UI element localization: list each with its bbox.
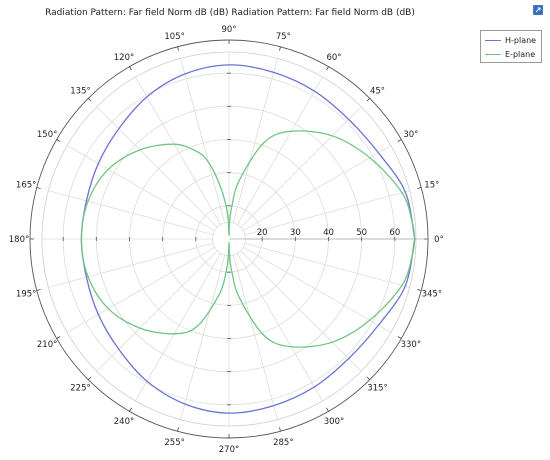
grid-spoke: [66, 246, 215, 333]
angle-tick: [56, 139, 61, 142]
angle-label: 330°: [401, 340, 421, 350]
angle-tick: [88, 376, 92, 380]
angle-label: 165°: [16, 181, 36, 191]
angle-tick: [417, 289, 422, 291]
grid-spoke: [48, 242, 214, 288]
angle-tick: [326, 407, 329, 412]
grid-spoke: [240, 106, 362, 228]
grid-spoke: [96, 106, 218, 228]
radial-tick-label: 60: [389, 228, 400, 238]
angle-tick: [366, 376, 370, 380]
angle-label: 345°: [422, 289, 442, 299]
angle-label: 300°: [324, 417, 344, 427]
angle-tick: [56, 336, 61, 339]
angle-label: 30°: [403, 130, 418, 140]
grid-spoke: [180, 58, 226, 224]
grid-spoke: [96, 250, 218, 372]
angle-label: 195°: [16, 289, 36, 299]
export-icon[interactable]: [533, 5, 543, 15]
legend-swatch-h-plane: [485, 39, 501, 41]
angle-label: 120°: [114, 53, 134, 63]
angle-label: 0°: [434, 235, 444, 245]
legend-item-e-plane: E-plane: [485, 48, 535, 60]
radial-tick-label: 40: [323, 228, 334, 238]
angle-tick: [88, 98, 92, 102]
angle-label: 270°: [219, 445, 239, 455]
angle-label: 105°: [164, 32, 184, 42]
angle-tick: [36, 289, 41, 291]
angle-label: 15°: [424, 181, 439, 191]
grid-spoke: [243, 246, 392, 333]
angle-tick: [129, 66, 132, 71]
angle-tick: [366, 98, 370, 102]
legend-item-h-plane: H-plane: [485, 34, 536, 46]
angle-tick: [36, 187, 41, 189]
chart-title: Radiation Pattern: Far field Norm dB (dB…: [45, 8, 415, 18]
grid-spoke: [232, 58, 278, 224]
grid-spoke: [243, 145, 392, 232]
angle-label: 210°: [37, 340, 57, 350]
grid-spoke: [232, 254, 278, 420]
radial-tick-label: 20: [257, 228, 268, 238]
angle-tick: [279, 427, 281, 432]
angle-tick: [326, 66, 329, 71]
angle-label: 225°: [70, 383, 90, 393]
angle-label: 255°: [164, 438, 184, 448]
angle-label: 315°: [367, 383, 387, 393]
angle-tick: [129, 407, 132, 412]
angle-tick: [417, 187, 422, 189]
radial-tick-label: 30: [290, 228, 301, 238]
angle-label: 285°: [273, 438, 293, 448]
grid-spoke: [244, 242, 410, 288]
grid-spoke: [236, 76, 323, 225]
angle-tick: [177, 427, 179, 432]
grid-spoke: [135, 253, 222, 402]
angle-tick: [397, 139, 402, 142]
grid-spoke: [48, 190, 214, 236]
grid-spoke: [135, 76, 222, 225]
angle-label: 150°: [37, 130, 57, 140]
grid-spoke: [236, 253, 323, 402]
series-line-e-plane: [80, 130, 416, 348]
grid-spoke: [244, 190, 410, 236]
angle-tick: [397, 336, 402, 339]
angle-label: 135°: [70, 87, 90, 97]
angle-label: 45°: [370, 87, 385, 97]
radial-tick-label: 50: [356, 228, 367, 238]
angle-label: 75°: [276, 32, 291, 42]
angle-label: 240°: [114, 417, 134, 427]
angle-label: 90°: [221, 25, 236, 35]
angle-tick: [177, 46, 179, 51]
legend-label-e-plane: E-plane: [505, 49, 536, 59]
grid-spoke: [240, 250, 362, 372]
legend-label-h-plane: H-plane: [505, 35, 537, 45]
chart-legend: H-plane E-plane: [480, 30, 542, 63]
angle-tick: [279, 46, 281, 51]
angle-label: 60°: [326, 53, 341, 63]
legend-swatch-e-plane: [485, 53, 501, 55]
angle-label: 180°: [9, 235, 29, 245]
grid-spoke: [180, 254, 226, 420]
grid-spoke: [66, 145, 215, 232]
